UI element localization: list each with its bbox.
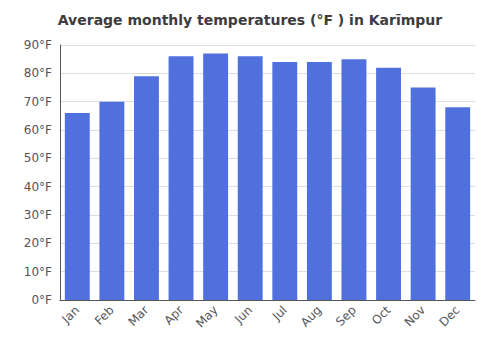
svg-text:Apr: Apr — [161, 303, 186, 328]
svg-text:Aug: Aug — [298, 303, 324, 329]
svg-text:80°F: 80°F — [24, 66, 52, 80]
svg-text:Sep: Sep — [333, 303, 359, 329]
svg-text:40°F: 40°F — [24, 180, 52, 194]
svg-text:Nov: Nov — [402, 303, 428, 329]
svg-text:Jun: Jun — [231, 303, 255, 327]
svg-text:Oct: Oct — [369, 303, 394, 328]
svg-text:Feb: Feb — [92, 303, 117, 328]
svg-text:Mar: Mar — [126, 303, 152, 329]
svg-text:60°F: 60°F — [24, 123, 52, 137]
svg-text:10°F: 10°F — [24, 265, 52, 279]
svg-text:Dec: Dec — [436, 303, 462, 329]
svg-text:0°F: 0°F — [31, 293, 52, 307]
svg-text:May: May — [193, 303, 220, 330]
svg-text:70°F: 70°F — [24, 95, 52, 109]
svg-text:Average monthly temperatures (: Average monthly temperatures (°F ) in Ka… — [58, 12, 443, 28]
svg-text:Jan: Jan — [59, 303, 83, 327]
svg-text:50°F: 50°F — [24, 151, 52, 165]
svg-text:30°F: 30°F — [24, 208, 52, 222]
svg-text:20°F: 20°F — [24, 236, 52, 250]
svg-text:90°F: 90°F — [24, 38, 52, 52]
svg-text:Jul: Jul — [269, 303, 290, 324]
